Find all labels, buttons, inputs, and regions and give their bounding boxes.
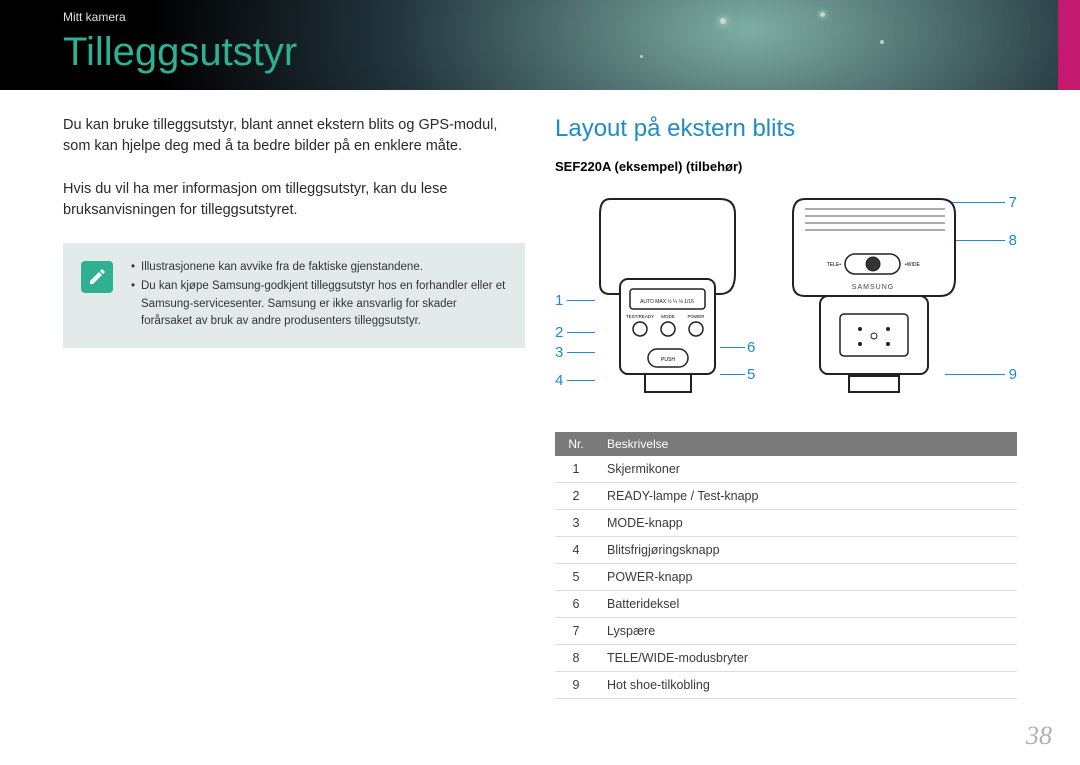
table-row: 6Batterideksel: [555, 591, 1017, 618]
callout-1: 1: [555, 292, 563, 309]
callout-9: 9: [1009, 366, 1017, 383]
svg-text:SAMSUNG: SAMSUNG: [852, 284, 894, 291]
table-row: 5POWER-knapp: [555, 564, 1017, 591]
accent-bar: [1058, 0, 1080, 90]
callout-8: 8: [1009, 232, 1017, 249]
page-title: Tilleggsutstyr: [63, 30, 297, 75]
svg-text:TELE•: TELE•: [827, 262, 842, 268]
table-row: 7Lyspære: [555, 618, 1017, 645]
subtitle: SEF220A (eksempel) (tilbehør): [555, 159, 1017, 174]
table-row: 9Hot shoe-tilkobling: [555, 672, 1017, 699]
right-column: Layout på ekstern blits SEF220A (eksempe…: [555, 115, 1017, 725]
table-row: 2READY-lampe / Test-knapp: [555, 483, 1017, 510]
table-row: 1Skjermikoner: [555, 456, 1017, 483]
svg-text:PUSH: PUSH: [661, 357, 675, 363]
table-row: 8TELE/WIDE-modusbryter: [555, 645, 1017, 672]
svg-text:AUTO MAX ½ ¼ ⅛ 1/16: AUTO MAX ½ ¼ ⅛ 1/16: [640, 298, 694, 305]
left-column: Du kan bruke tilleggsutstyr, blant annet…: [63, 115, 525, 725]
intro-paragraph-1: Du kan bruke tilleggsutstyr, blant annet…: [63, 115, 525, 157]
note-box: Illustrasjonene kan avvike fra de faktis…: [63, 243, 525, 348]
intro-paragraph-2: Hvis du vil ha mer informasjon om tilleg…: [63, 179, 525, 221]
flash-back-drawing: AUTO MAX ½ ¼ ⅛ 1/16 TEST/READY MODE POWE…: [590, 184, 745, 399]
note-item-1: Illustrasjonene kan avvike fra de faktis…: [131, 259, 507, 276]
table-header-desc: Beskrivelse: [597, 432, 1017, 456]
section-title: Layout på ekstern blits: [555, 115, 1017, 143]
callout-4: 4: [555, 372, 563, 389]
svg-text:POWER: POWER: [687, 314, 705, 319]
table-header-nr: Nr.: [555, 432, 597, 456]
callout-7: 7: [1009, 194, 1017, 211]
svg-text:•WIDE: •WIDE: [905, 262, 920, 268]
pencil-icon: [81, 261, 113, 293]
flash-diagram: 1 2 3 4 6 5 7 8 9 AUTO: [555, 184, 1017, 414]
callout-5: 5: [747, 366, 755, 383]
callout-6: 6: [747, 339, 755, 356]
callout-2: 2: [555, 324, 563, 341]
note-item-2: Du kan kjøpe Samsung-godkjent tilleggsut…: [131, 278, 507, 330]
content-area: Du kan bruke tilleggsutstyr, blant annet…: [63, 115, 1017, 725]
description-table: Nr. Beskrivelse 1Skjermikoner 2READY-lam…: [555, 432, 1017, 699]
page-number: 38: [1026, 721, 1052, 751]
table-row: 4Blitsfrigjøringsknapp: [555, 537, 1017, 564]
breadcrumb: Mitt kamera: [63, 10, 126, 24]
flash-front-drawing: TELE• •WIDE SAMSUNG: [785, 184, 965, 399]
table-row: 3MODE-knapp: [555, 510, 1017, 537]
svg-text:MODE: MODE: [661, 314, 675, 319]
callout-3: 3: [555, 344, 563, 361]
svg-text:TEST/READY: TEST/READY: [626, 314, 654, 319]
